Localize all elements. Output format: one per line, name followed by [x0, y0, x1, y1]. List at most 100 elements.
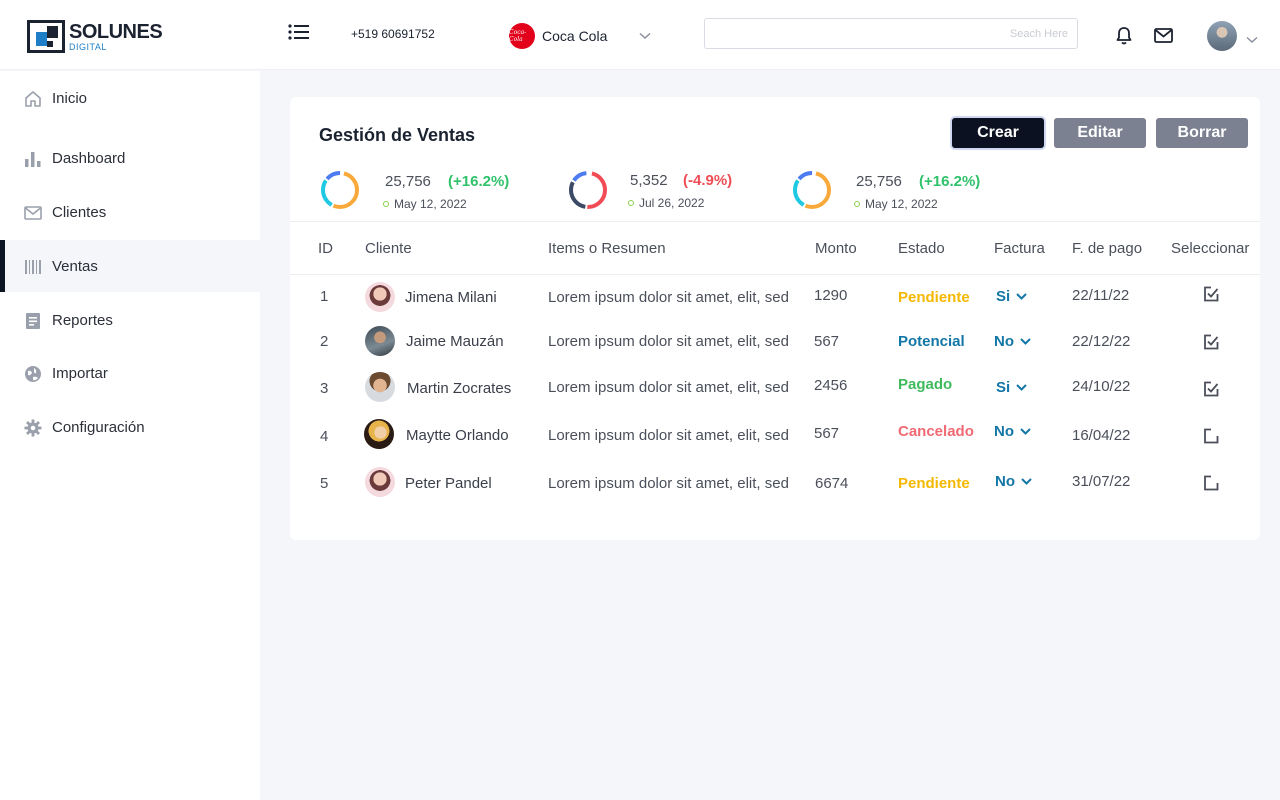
status-badge: Pendiente	[898, 289, 970, 306]
row-amount: 567	[814, 425, 840, 442]
divider	[290, 221, 1260, 222]
chevron-down-icon	[1021, 478, 1032, 485]
sidebar-item-inicio[interactable]: Inicio	[0, 72, 260, 124]
sidebar-item-label: Inicio	[52, 89, 88, 107]
status-badge: Pendiente	[898, 475, 970, 492]
factura-dropdown[interactable]: Si	[996, 288, 1027, 305]
column-header: Monto	[815, 240, 857, 257]
sidebar-item-importar[interactable]: Importar	[0, 347, 260, 399]
client-name: Peter Pandel	[405, 475, 492, 492]
chevron-down-icon	[1016, 384, 1027, 391]
sidebar: Inicio Dashboard Clientes Ventas Reporte…	[0, 71, 260, 800]
company-selector[interactable]: Coca-Cola Coca Cola	[509, 23, 651, 49]
divider	[290, 274, 1260, 275]
logo-mark-icon	[27, 20, 65, 53]
brand-tagline: DIGITAL	[69, 41, 107, 52]
payment-date: 16/04/22	[1072, 427, 1131, 444]
document-icon	[24, 312, 42, 330]
stat-date: May 12, 2022	[383, 197, 467, 211]
borrar-button[interactable]: Borrar	[1156, 118, 1248, 148]
bar-chart-icon	[24, 150, 42, 168]
bell-icon[interactable]	[1115, 26, 1133, 50]
row-summary: Lorem ipsum dolor sit amet, elit, sed	[548, 333, 789, 350]
avatar	[365, 282, 395, 312]
client-name: Jimena Milani	[405, 289, 497, 306]
stat-change: (-4.9%)	[683, 172, 733, 189]
user-avatar[interactable]	[1207, 21, 1237, 51]
row-id: 2	[320, 333, 329, 350]
row-id: 5	[320, 475, 329, 492]
payment-date: 22/11/22	[1072, 287, 1130, 304]
crear-button[interactable]: Crear	[952, 118, 1044, 148]
chevron-down-icon	[1020, 338, 1031, 345]
checkbox-checked-icon[interactable]	[1203, 381, 1219, 397]
factura-dropdown[interactable]: No	[994, 423, 1031, 440]
menu-icon[interactable]	[288, 24, 312, 42]
checkbox-checked-icon[interactable]	[1203, 334, 1219, 350]
sidebar-item-configuracion[interactable]: Configuración	[0, 401, 260, 453]
client-name: Martin Zocrates	[407, 380, 512, 397]
stat-widget: 25,756 (+16.2%) May 12, 2022	[791, 169, 991, 213]
checkbox-unchecked-icon[interactable]	[1203, 428, 1219, 444]
mail-icon[interactable]	[1154, 28, 1173, 48]
row-summary: Lorem ipsum dolor sit amet, elit, sed	[548, 475, 789, 492]
envelope-icon	[24, 204, 42, 222]
column-header: Items o Resumen	[548, 240, 666, 257]
sidebar-item-label: Dashboard	[52, 149, 126, 167]
donut-chart-icon	[569, 171, 607, 209]
avatar	[364, 419, 394, 449]
phone-number: +519 60691752	[351, 27, 435, 41]
checkbox-checked-icon[interactable]	[1203, 286, 1219, 302]
brand-logo[interactable]: SOLUNES DIGITAL	[27, 20, 163, 53]
editar-button[interactable]: Editar	[1054, 118, 1146, 148]
stat-change: (+16.2%)	[448, 173, 510, 190]
row-summary: Lorem ipsum dolor sit amet, elit, sed	[548, 427, 789, 444]
payment-date: 24/10/22	[1072, 378, 1131, 395]
stat-widget: 25,756 (+16.2%) May 12, 2022	[319, 169, 519, 213]
column-header: Estado	[898, 240, 945, 257]
factura-dropdown[interactable]: No	[994, 333, 1031, 350]
sales-card: Gestión de Ventas Crear Editar Borrar 25…	[290, 97, 1260, 540]
row-amount: 567	[814, 333, 840, 350]
sidebar-item-label: Importar	[52, 364, 108, 382]
chevron-down-icon	[1016, 293, 1027, 300]
barcode-icon	[24, 258, 42, 276]
avatar	[365, 326, 395, 356]
factura-dropdown[interactable]: No	[995, 473, 1032, 490]
brand-name: SOLUNES	[69, 20, 163, 43]
chevron-down-icon	[639, 27, 651, 45]
page-title: Gestión de Ventas	[319, 125, 476, 145]
chevron-down-icon[interactable]	[1246, 31, 1258, 49]
checkbox-unchecked-icon[interactable]	[1203, 475, 1219, 491]
client-name: Jaime Mauzán	[406, 333, 504, 350]
row-summary: Lorem ipsum dolor sit amet, elit, sed	[548, 289, 789, 306]
search-input[interactable]	[704, 18, 1078, 49]
company-logo: Coca-Cola	[509, 23, 535, 49]
sidebar-item-label: Configuración	[52, 418, 145, 436]
payment-date: 22/12/22	[1072, 333, 1131, 350]
stat-value: 25,756	[385, 173, 431, 190]
column-header: F. de pago	[1072, 240, 1143, 257]
column-header: Factura	[994, 240, 1045, 257]
stat-change: (+16.2%)	[919, 173, 981, 190]
column-header: ID	[318, 240, 333, 257]
sidebar-item-label: Reportes	[52, 311, 113, 329]
globe-icon	[24, 365, 42, 383]
client-name: Maytte Orlando	[406, 427, 509, 444]
status-dot-icon	[383, 201, 389, 207]
sidebar-item-reportes[interactable]: Reportes	[0, 294, 260, 346]
factura-dropdown[interactable]: Si	[996, 379, 1027, 396]
status-dot-icon	[854, 201, 860, 207]
row-id: 1	[320, 288, 329, 305]
sidebar-item-ventas[interactable]: Ventas	[0, 240, 260, 292]
status-dot-icon	[628, 200, 634, 206]
stat-date: Jul 26, 2022	[628, 196, 704, 210]
sidebar-item-clientes[interactable]: Clientes	[0, 186, 260, 238]
column-header: Cliente	[365, 240, 412, 257]
row-id: 4	[320, 428, 329, 445]
stat-value: 5,352	[630, 172, 668, 189]
stat-value: 25,756	[856, 173, 902, 190]
sidebar-item-dashboard[interactable]: Dashboard	[0, 132, 260, 184]
column-header: Seleccionar	[1171, 240, 1250, 257]
gear-icon	[24, 419, 42, 437]
